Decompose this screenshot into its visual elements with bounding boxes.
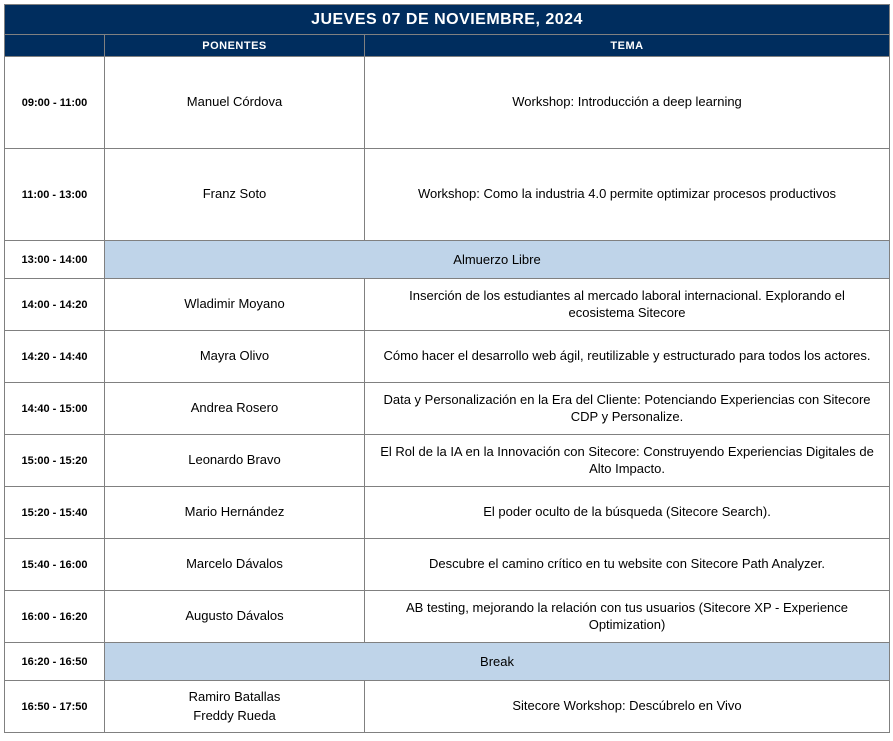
time-cell: 11:00 - 13:00: [5, 149, 105, 241]
time-cell: 16:00 - 16:20: [5, 591, 105, 643]
speaker-cell: Marcelo Dávalos: [105, 539, 365, 591]
topic-cell: Sitecore Workshop: Descúbrelo en Vivo: [365, 681, 890, 733]
schedule-body: JUEVES 07 DE NOVIEMBRE, 2024 PONENTES TE…: [5, 5, 890, 733]
topic-cell: El Rol de la IA en la Innovación con Sit…: [365, 435, 890, 487]
topic-cell: El poder oculto de la búsqueda (Sitecore…: [365, 487, 890, 539]
session-row: 14:20 - 14:40Mayra OlivoCómo hacer el de…: [5, 331, 890, 383]
header-row: PONENTES TEMA: [5, 35, 890, 57]
break-label: Break: [105, 643, 890, 681]
schedule-table: JUEVES 07 DE NOVIEMBRE, 2024 PONENTES TE…: [4, 4, 890, 733]
schedule-title: JUEVES 07 DE NOVIEMBRE, 2024: [5, 5, 890, 35]
break-row: 16:20 - 16:50Break: [5, 643, 890, 681]
speaker-cell: Wladimir Moyano: [105, 279, 365, 331]
time-cell: 14:20 - 14:40: [5, 331, 105, 383]
header-time: [5, 35, 105, 57]
speaker-cell: Augusto Dávalos: [105, 591, 365, 643]
session-row: 16:00 - 16:20Augusto DávalosAB testing, …: [5, 591, 890, 643]
session-row: 16:50 - 17:50Ramiro BatallasFreddy Rueda…: [5, 681, 890, 733]
header-speaker: PONENTES: [105, 35, 365, 57]
speaker-cell: Ramiro BatallasFreddy Rueda: [105, 681, 365, 733]
session-row: 15:00 - 15:20Leonardo BravoEl Rol de la …: [5, 435, 890, 487]
time-cell: 14:40 - 15:00: [5, 383, 105, 435]
topic-cell: Inserción de los estudiantes al mercado …: [365, 279, 890, 331]
speaker-cell: Andrea Rosero: [105, 383, 365, 435]
break-label: Almuerzo Libre: [105, 241, 890, 279]
time-cell: 16:20 - 16:50: [5, 643, 105, 681]
speaker-cell: Franz Soto: [105, 149, 365, 241]
session-row: 15:40 - 16:00Marcelo DávalosDescubre el …: [5, 539, 890, 591]
topic-cell: Cómo hacer el desarrollo web ágil, reuti…: [365, 331, 890, 383]
session-row: 11:00 - 13:00Franz SotoWorkshop: Como la…: [5, 149, 890, 241]
time-cell: 15:40 - 16:00: [5, 539, 105, 591]
speaker-cell: Mario Hernández: [105, 487, 365, 539]
session-row: 15:20 - 15:40Mario HernándezEl poder ocu…: [5, 487, 890, 539]
title-row: JUEVES 07 DE NOVIEMBRE, 2024: [5, 5, 890, 35]
time-cell: 15:00 - 15:20: [5, 435, 105, 487]
header-topic: TEMA: [365, 35, 890, 57]
session-row: 09:00 - 11:00Manuel CórdovaWorkshop: Int…: [5, 57, 890, 149]
topic-cell: AB testing, mejorando la relación con tu…: [365, 591, 890, 643]
break-row: 13:00 - 14:00Almuerzo Libre: [5, 241, 890, 279]
topic-cell: Data y Personalización en la Era del Cli…: [365, 383, 890, 435]
speaker-cell: Leonardo Bravo: [105, 435, 365, 487]
time-cell: 14:00 - 14:20: [5, 279, 105, 331]
session-row: 14:40 - 15:00Andrea RoseroData y Persona…: [5, 383, 890, 435]
speaker-cell: Mayra Olivo: [105, 331, 365, 383]
speaker-cell: Manuel Córdova: [105, 57, 365, 149]
topic-cell: Workshop: Como la industria 4.0 permite …: [365, 149, 890, 241]
time-cell: 13:00 - 14:00: [5, 241, 105, 279]
topic-cell: Workshop: Introducción a deep learning: [365, 57, 890, 149]
time-cell: 16:50 - 17:50: [5, 681, 105, 733]
time-cell: 09:00 - 11:00: [5, 57, 105, 149]
topic-cell: Descubre el camino crítico en tu website…: [365, 539, 890, 591]
session-row: 14:00 - 14:20Wladimir MoyanoInserción de…: [5, 279, 890, 331]
time-cell: 15:20 - 15:40: [5, 487, 105, 539]
